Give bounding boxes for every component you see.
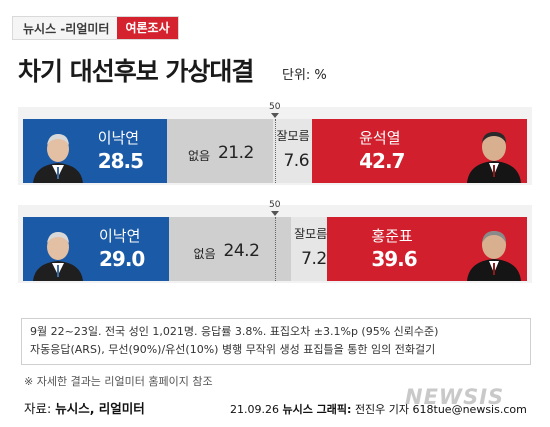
chart-title: 차기 대선후보 가상대결 bbox=[18, 57, 254, 86]
credit-label: 뉴시스 그래픽: bbox=[282, 403, 352, 416]
none-value: 24.2 bbox=[223, 241, 260, 261]
none-label: 없음 bbox=[187, 149, 211, 163]
tag-source: 뉴시스 -리얼미터 bbox=[23, 21, 110, 36]
header-tag: 뉴시스 -리얼미터 여론조사 bbox=[12, 16, 179, 40]
source-line: 자료: 뉴시스, 리얼미터 bbox=[24, 398, 145, 417]
candidate-right-portrait bbox=[466, 231, 521, 281]
midpoint-label: 50 bbox=[269, 200, 281, 210]
none-value: 21.2 bbox=[217, 143, 254, 163]
left-candidate-name: 이낙연 bbox=[97, 129, 140, 147]
right-candidate-value: 39.6 bbox=[371, 247, 417, 271]
bar-left-candidate: 이낙연 29.0 bbox=[23, 217, 170, 281]
right-candidate-value: 42.7 bbox=[359, 149, 405, 173]
source-label: 자료: bbox=[24, 401, 52, 416]
bar-dont-know: 잘모름 7.6 bbox=[273, 119, 312, 183]
survey-notes: 9월 22~23일. 전국 성인 1,021명. 응답률 3.8%. 표집오차 … bbox=[21, 318, 531, 365]
survey-note-line-2: 자동응답(ARS), 무선(90%)/유선(10%) 병행 무작위 생성 표집틀… bbox=[30, 343, 436, 356]
unit-label: 단위: % bbox=[282, 68, 327, 83]
dont-know-value: 7.2 bbox=[301, 249, 327, 269]
dont-know-label: 잘모름 bbox=[294, 227, 328, 241]
right-candidate-name: 홍준표 bbox=[371, 227, 413, 245]
midpoint-label: 50 bbox=[269, 102, 281, 112]
bar-right-candidate: 홍준표 39.6 bbox=[327, 217, 527, 281]
matchup-1: 이낙연 28.5 없음 21.2 잘모름 7.6 윤석열 42.7 bbox=[18, 102, 532, 185]
midpoint-arrow bbox=[271, 211, 279, 216]
dont-know-label: 잘모름 bbox=[276, 129, 310, 143]
right-candidate-name: 윤석열 bbox=[359, 129, 401, 147]
credit-value: 전진우 기자 618tue@newsis.com bbox=[354, 403, 527, 416]
survey-note-line-1: 9월 22~23일. 전국 성인 1,021명. 응답률 3.8%. 표집오차 … bbox=[30, 325, 439, 338]
none-label: 없음 bbox=[193, 247, 216, 261]
matchup-2-bar: 이낙연 29.0 없음 24.2 잘모름 7.2 홍준표 39.6 bbox=[23, 217, 527, 281]
bar-none: 없음 21.2 bbox=[166, 119, 274, 183]
bar-dont-know: 잘모름 7.2 bbox=[291, 217, 328, 281]
bar-none: 없음 24.2 bbox=[169, 217, 292, 281]
matchup-1-bar: 이낙연 28.5 없음 21.2 잘모름 7.6 윤석열 42.7 bbox=[23, 119, 527, 183]
left-candidate-value: 28.5 bbox=[97, 149, 144, 173]
watermark-logo: NEWSIS bbox=[405, 385, 505, 409]
credit-date: 21.09.26 bbox=[230, 403, 279, 416]
tag-category: 여론조사 bbox=[117, 17, 178, 39]
bar-right-candidate: 윤석열 42.7 bbox=[311, 119, 527, 183]
midpoint-arrow bbox=[271, 113, 279, 118]
source-value: 뉴시스, 리얼미터 bbox=[55, 401, 145, 416]
credit-line: 21.09.26 뉴시스 그래픽: 전진우 기자 618tue@newsis.c… bbox=[230, 401, 527, 417]
bar-left-candidate: 이낙연 28.5 bbox=[23, 119, 167, 183]
candidate-right-portrait bbox=[466, 132, 521, 183]
left-candidate-name: 이낙연 bbox=[99, 227, 141, 245]
matchup-2: 이낙연 29.0 없음 24.2 잘모름 7.2 홍준표 39.6 bbox=[18, 200, 532, 283]
candidate-left-portrait bbox=[33, 134, 83, 183]
midpoint-line bbox=[275, 119, 276, 183]
dont-know-value: 7.6 bbox=[283, 151, 310, 171]
left-candidate-value: 29.0 bbox=[99, 247, 145, 271]
footnote: ※ 자세한 결과는 리얼미터 홈페이지 참조 bbox=[24, 375, 213, 388]
candidate-left-portrait bbox=[33, 232, 83, 281]
midpoint-line bbox=[275, 217, 276, 281]
